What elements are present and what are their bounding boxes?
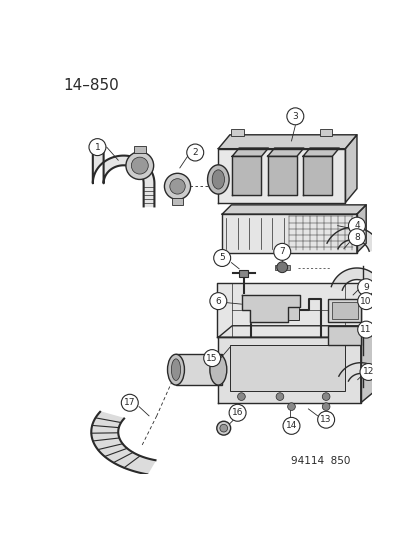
Text: 3: 3 [292, 112, 297, 121]
Circle shape [275, 393, 283, 400]
Circle shape [276, 262, 287, 273]
Bar [231, 128, 243, 136]
Bar [331, 302, 357, 319]
Text: 7: 7 [279, 247, 285, 256]
Circle shape [357, 321, 374, 338]
Polygon shape [242, 295, 299, 322]
Circle shape [321, 403, 329, 410]
Circle shape [209, 293, 226, 310]
Circle shape [357, 279, 374, 296]
Circle shape [219, 424, 227, 432]
Text: 17: 17 [124, 398, 135, 407]
Circle shape [317, 411, 334, 428]
Polygon shape [93, 149, 154, 206]
Text: 6: 6 [215, 297, 221, 305]
Bar [272, 301, 299, 320]
Polygon shape [344, 135, 356, 203]
Circle shape [164, 173, 190, 199]
Polygon shape [338, 363, 383, 383]
Polygon shape [218, 337, 360, 403]
Bar [319, 128, 332, 136]
Text: 16: 16 [231, 408, 243, 417]
Polygon shape [302, 148, 338, 156]
Text: 5: 5 [219, 254, 225, 262]
Circle shape [89, 139, 106, 156]
Polygon shape [232, 148, 268, 156]
Circle shape [286, 108, 303, 125]
Polygon shape [360, 326, 374, 403]
Circle shape [126, 152, 153, 180]
Text: 4: 4 [353, 221, 359, 230]
Polygon shape [232, 156, 261, 195]
Circle shape [203, 350, 220, 367]
Text: 12: 12 [362, 367, 373, 376]
Polygon shape [222, 214, 356, 253]
Bar [328, 326, 360, 345]
Circle shape [186, 144, 203, 161]
Polygon shape [356, 205, 365, 253]
Polygon shape [267, 148, 303, 156]
Text: 1: 1 [94, 143, 100, 151]
Circle shape [216, 421, 230, 435]
Polygon shape [218, 149, 344, 203]
Circle shape [273, 244, 290, 260]
Ellipse shape [171, 359, 180, 381]
Bar [133, 146, 146, 154]
Polygon shape [222, 205, 365, 214]
Text: 14: 14 [285, 422, 297, 430]
Polygon shape [302, 156, 332, 195]
Circle shape [121, 394, 138, 411]
Polygon shape [218, 135, 356, 149]
Circle shape [287, 403, 294, 410]
Circle shape [348, 217, 365, 234]
Circle shape [169, 179, 185, 194]
Polygon shape [216, 284, 360, 337]
Polygon shape [91, 412, 155, 474]
Polygon shape [326, 227, 380, 251]
Polygon shape [330, 268, 380, 290]
Circle shape [321, 393, 329, 400]
Bar [274, 265, 289, 270]
Ellipse shape [209, 354, 226, 385]
Text: 15: 15 [206, 353, 217, 362]
Circle shape [359, 364, 376, 381]
Circle shape [237, 393, 244, 400]
Circle shape [228, 405, 245, 421]
Ellipse shape [167, 354, 184, 385]
Text: 13: 13 [320, 415, 331, 424]
Circle shape [348, 229, 365, 246]
Text: 94114  850: 94114 850 [291, 456, 350, 466]
Polygon shape [218, 326, 374, 337]
Circle shape [131, 157, 148, 174]
Text: 9: 9 [363, 283, 368, 292]
Text: 11: 11 [360, 325, 371, 334]
Bar [229, 345, 344, 391]
Text: 14–850: 14–850 [64, 78, 119, 93]
Bar [328, 299, 360, 322]
Polygon shape [267, 156, 296, 195]
Ellipse shape [207, 165, 228, 194]
Text: 8: 8 [353, 233, 359, 241]
Ellipse shape [211, 170, 224, 189]
Text: 2: 2 [192, 148, 197, 157]
Bar [176, 354, 222, 385]
Text: 10: 10 [360, 297, 371, 305]
Circle shape [357, 293, 374, 310]
Bar [172, 198, 183, 205]
Circle shape [213, 249, 230, 266]
Bar [239, 270, 248, 277]
Circle shape [282, 417, 299, 434]
